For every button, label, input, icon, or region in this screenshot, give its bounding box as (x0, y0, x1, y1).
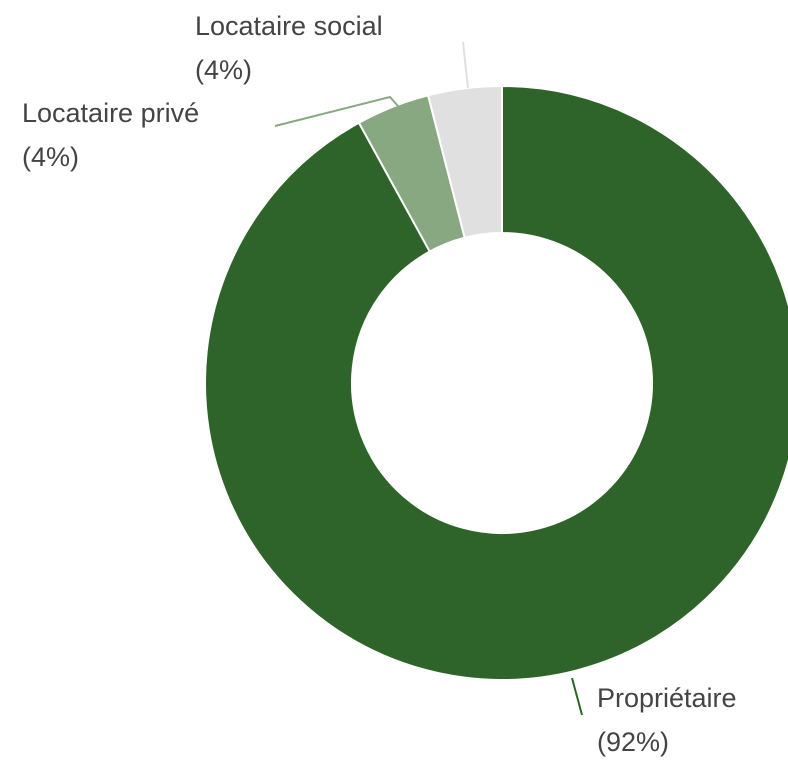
donut-slice (426, 84, 503, 239)
slice-value-label: (4%) (195, 55, 252, 85)
slice-value-label: (92%) (597, 727, 669, 757)
slice-label: Locataire privé (22, 98, 199, 128)
donut-slice (204, 84, 788, 681)
slice-label: Propriétaire (597, 683, 737, 713)
leader-line (571, 677, 583, 716)
slice-value-label: (4%) (22, 142, 79, 172)
slice-label: Locataire social (195, 11, 383, 41)
leader-line (274, 95, 399, 127)
leader-line (462, 41, 469, 89)
